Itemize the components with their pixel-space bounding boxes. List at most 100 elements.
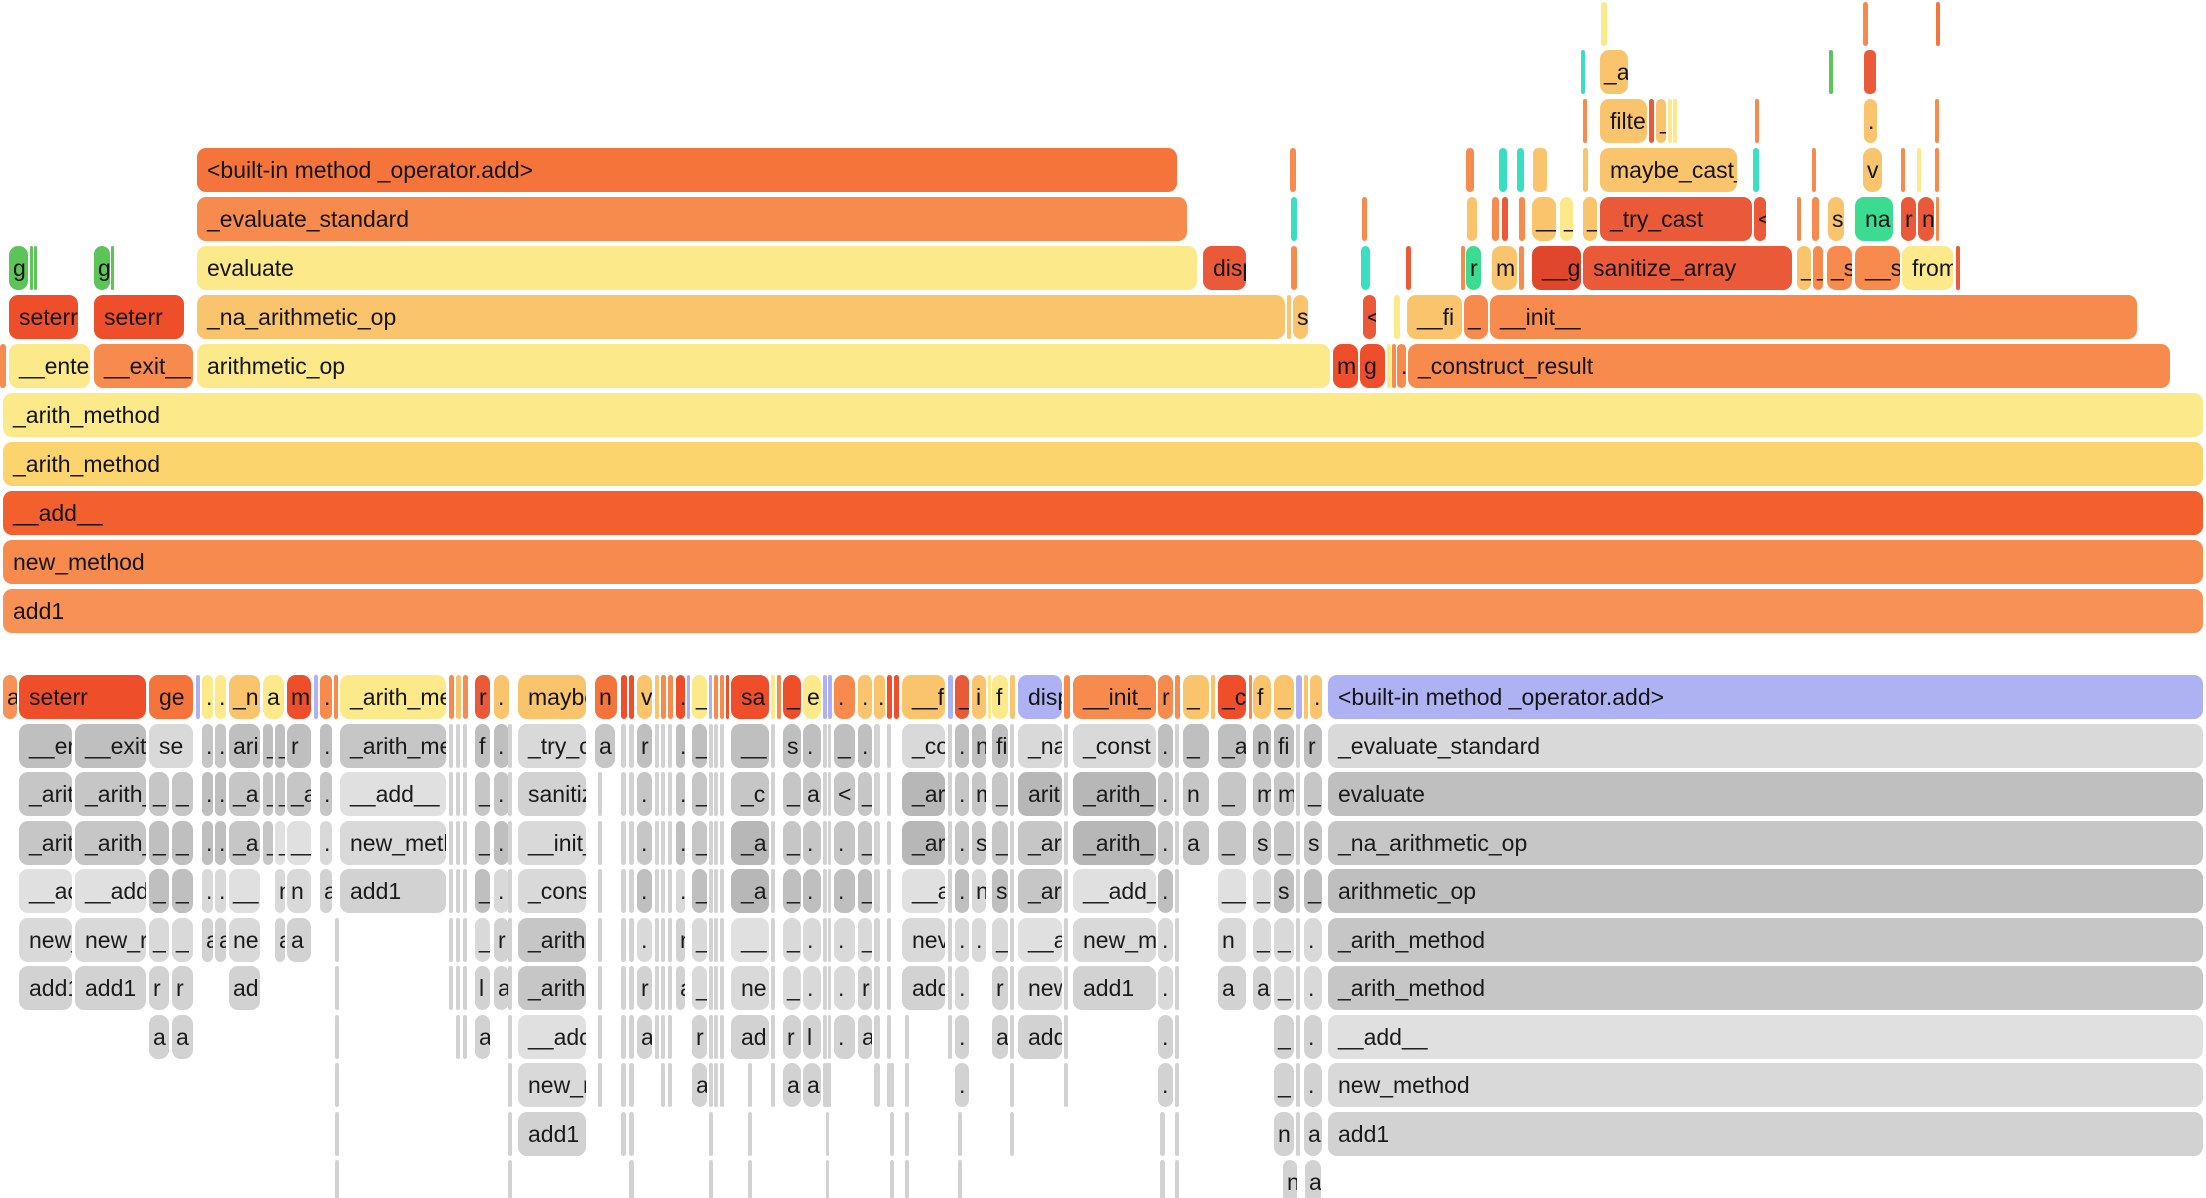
flame-stack-cell[interactable]: .: [955, 723, 969, 768]
flame-stack-sliver[interactable]: [1175, 772, 1179, 816]
flame-stack-cell[interactable]: l: [803, 1014, 821, 1059]
flame-stack-cell[interactable]: _: [858, 917, 872, 962]
flame-stack-sliver[interactable]: [1064, 1014, 1068, 1059]
flame-root-frame[interactable]: m: [287, 675, 311, 719]
flame-frame-sliver[interactable]: [1291, 197, 1297, 241]
flame-stack-cell[interactable]: arit: [1018, 772, 1062, 816]
flame-stack-sliver[interactable]: [1296, 1014, 1300, 1059]
flame-frame[interactable]: __: [1532, 197, 1556, 241]
flame-frame[interactable]: maybe_cast_t: [1600, 148, 1737, 192]
flame-stack-sliver[interactable]: [629, 772, 634, 816]
flame-stack-cell[interactable]: _: [783, 772, 801, 816]
flame-stack-cell[interactable]: _: [692, 820, 707, 865]
flame-stack-cell[interactable]: .: [494, 723, 509, 768]
flame-stack-cell[interactable]: _arith: [518, 966, 586, 1010]
flame-frame-sliver[interactable]: [1936, 197, 1939, 241]
flame-stack-sliver[interactable]: [655, 869, 659, 913]
flame-stack-cell[interactable]: a: [1218, 966, 1246, 1010]
flame-stack-sliver[interactable]: [1010, 1063, 1014, 1107]
flame-stack-sliver[interactable]: [709, 1014, 713, 1059]
flame-stack-sliver[interactable]: [456, 917, 460, 962]
flame-stack-cell[interactable]: r: [692, 1014, 707, 1059]
flame-stack-sliver[interactable]: [655, 966, 659, 1010]
flame-stack-sliver[interactable]: [887, 723, 891, 768]
flame-stack-sliver[interactable]: [948, 1014, 952, 1059]
flame-stack-sliver[interactable]: [874, 820, 880, 865]
flame-stack-cell[interactable]: ad: [229, 966, 260, 1010]
flame-stack-cell[interactable]: _arith: [518, 917, 586, 962]
flame-stack-sliver[interactable]: [748, 1111, 752, 1156]
flame-root-frame[interactable]: _: [692, 675, 707, 719]
flame-stack-sliver[interactable]: [887, 1014, 891, 1059]
flame-stack-cell[interactable]: .: [202, 772, 213, 816]
flame-stack-sliver[interactable]: [508, 869, 512, 913]
flame-stack-cell[interactable]: a: [595, 723, 615, 768]
flame-root-sliver[interactable]: [1211, 675, 1215, 719]
flame-stack-cell[interactable]: s: [992, 869, 1008, 913]
flame-stack-sliver[interactable]: [1160, 1111, 1165, 1156]
flame-frame-sliver[interactable]: [1673, 99, 1677, 143]
flame-stack-cell[interactable]: _: [475, 820, 490, 865]
flame-stack-sliver[interactable]: [709, 772, 713, 816]
flame-root-frame[interactable]: .: [1310, 675, 1322, 719]
flame-stack-sliver[interactable]: [335, 1063, 339, 1107]
flame-stack-sliver[interactable]: [1175, 1160, 1179, 1198]
flame-stack-sliver[interactable]: [508, 1063, 512, 1107]
flame-root-sliver[interactable]: [720, 675, 724, 719]
flame-root-frame[interactable]: .: [858, 675, 872, 719]
flame-stack-sliver[interactable]: [661, 1014, 665, 1059]
flame-stack-cell[interactable]: fi: [992, 723, 1008, 768]
flame-stack-sliver[interactable]: [668, 1014, 672, 1059]
flame-stack-sliver[interactable]: [1175, 966, 1179, 1010]
flame-stack-cell[interactable]: <: [834, 772, 855, 816]
flame-stack-sliver[interactable]: [709, 966, 713, 1010]
flame-frame-sliver[interactable]: [1466, 148, 1474, 192]
flame-frame-sliver[interactable]: [1583, 99, 1587, 143]
flame-stack-cell[interactable]: _: [783, 966, 801, 1010]
flame-stack-sliver[interactable]: [621, 869, 626, 913]
flame-root-frame[interactable]: sa: [731, 675, 769, 719]
flame-stack-sliver[interactable]: [771, 966, 775, 1010]
flame-stack-cell[interactable]: .: [676, 772, 685, 816]
flame-stack-cell[interactable]: l: [475, 966, 490, 1010]
flame-stack-sliver[interactable]: [948, 869, 952, 913]
flame-stack-sliver[interactable]: [823, 1014, 827, 1059]
flame-stack-cell[interactable]: .: [955, 820, 969, 865]
flame-stack-sliver[interactable]: [655, 772, 659, 816]
flame-stack-sliver[interactable]: [456, 772, 460, 816]
flame-stack-cell[interactable]: r: [858, 966, 872, 1010]
flame-stack-sliver[interactable]: [1010, 772, 1014, 816]
flame-root-frame[interactable]: _: [783, 675, 801, 719]
flame-stack-sliver[interactable]: [668, 723, 672, 768]
flame-stack-cell[interactable]: _: [263, 723, 273, 768]
flame-stack-sliver[interactable]: [948, 966, 952, 1010]
flame-stack-cell[interactable]: __: [287, 820, 311, 865]
flame-stack-sliver[interactable]: [1010, 820, 1014, 865]
flame-stack-cell[interactable]: a: [1183, 820, 1209, 865]
flame-stack-sliver[interactable]: [874, 772, 880, 816]
flame-frame[interactable]: n: [1918, 197, 1934, 241]
flame-stack-cell[interactable]: _: [1304, 772, 1322, 816]
flame-stack-cell[interactable]: n: [1274, 1111, 1294, 1156]
flame-stack-sliver[interactable]: [823, 966, 827, 1010]
flame-stack-cell[interactable]: _a: [229, 772, 260, 816]
flame-frame[interactable]: sanitize_array: [1583, 246, 1792, 290]
flame-root-sliver[interactable]: [988, 675, 991, 719]
flame-stack-cell[interactable]: _arit: [19, 772, 72, 816]
flame-stack-sliver[interactable]: [826, 1160, 829, 1198]
flame-stack-sliver[interactable]: [823, 917, 827, 962]
flame-stack-cell[interactable]: _: [1274, 917, 1294, 962]
flame-stack-sliver[interactable]: [456, 723, 460, 768]
flame-root-frame[interactable]: r: [475, 675, 490, 719]
flame-stack-cell[interactable]: s: [972, 820, 986, 865]
flame-stack-cell[interactable]: .: [1304, 917, 1322, 962]
flame-frame-sliver[interactable]: [1362, 197, 1367, 241]
flame-stack-sliver[interactable]: [714, 869, 718, 913]
flame-stack-cell[interactable]: _: [783, 869, 801, 913]
flame-frame[interactable]: seterr: [9, 295, 78, 339]
flame-stack-sliver[interactable]: [508, 723, 512, 768]
flame-frame-sliver[interactable]: [1797, 197, 1801, 241]
flame-stack-sliver[interactable]: [508, 1014, 512, 1059]
flame-stack-sliver[interactable]: [1296, 820, 1300, 865]
flame-stack-cell[interactable]: n: [275, 869, 285, 913]
